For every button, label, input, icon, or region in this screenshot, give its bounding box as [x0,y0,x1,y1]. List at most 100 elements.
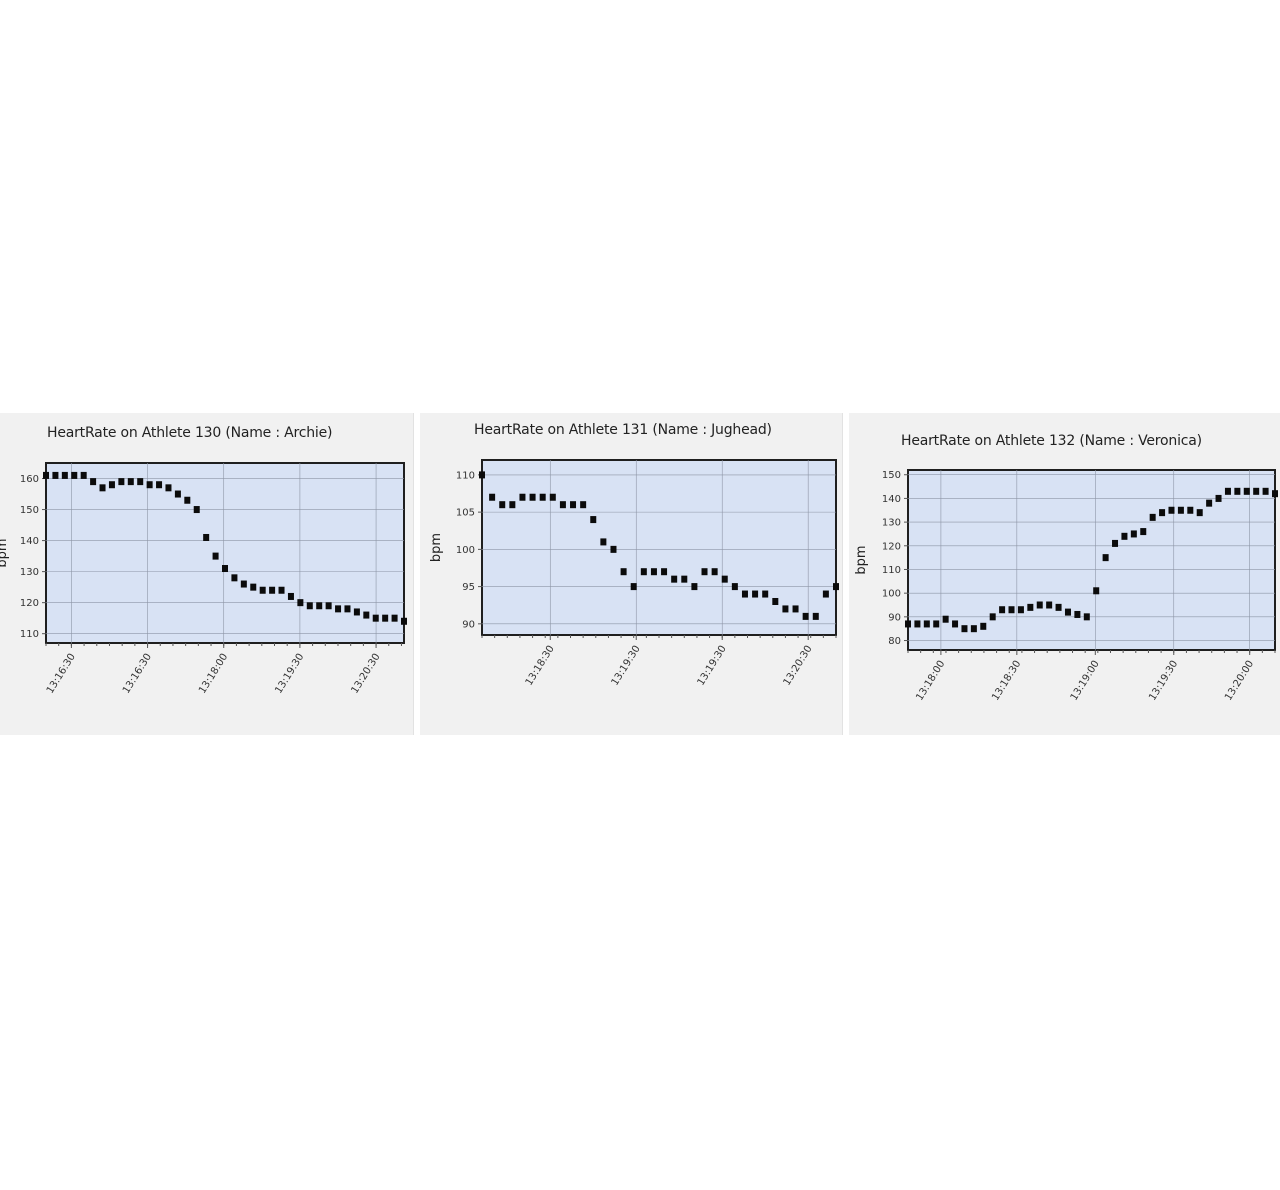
data-point [184,496,191,504]
data-point [661,568,668,576]
data-point [156,481,163,489]
data-point [980,622,987,630]
data-point [1074,610,1081,618]
data-point [1206,499,1213,507]
data-point [1083,613,1090,621]
data-point [1008,606,1015,614]
data-point [353,608,360,616]
x-tick-label: 13:19:30 [610,644,643,688]
x-tick-label: 13:20:30 [782,644,815,688]
x-tick-label: 13:18:00 [914,659,947,703]
data-point [146,481,153,489]
heart-rate-chart-jughead: 90 95 100 105 110 13:18:30 13:19:30 13:19:30 13:… [429,459,839,688]
plot-area [907,469,1276,651]
data-point [999,606,1006,614]
data-point [316,602,323,610]
data-point [165,484,172,492]
data-point [1121,532,1128,540]
data-point [681,575,688,583]
data-point [762,590,769,598]
chart-title: HeartRate on Athlete 130 (Name : Archie) [47,425,333,441]
data-point [344,605,351,613]
data-point [1187,506,1194,514]
data-point [325,602,332,610]
data-point [287,592,294,600]
y-tick-label: 105 [456,508,475,519]
data-point [306,602,313,610]
heart-rate-chart-veronica: 80 90 100 110 120 130 140 150 13:18:00 13:18:30 13… [854,469,1278,703]
data-point [691,583,698,591]
data-point [118,478,125,486]
data-point [989,613,996,621]
y-tick-label: 120 [20,598,39,609]
data-point [952,620,959,628]
data-point [539,493,546,501]
data-point [231,574,238,582]
data-point [401,617,407,625]
data-point [212,552,219,560]
data-point [590,516,597,524]
data-point [250,583,257,591]
data-point [1253,487,1260,495]
data-point [752,590,759,598]
data-point [269,586,276,594]
data-point [479,471,485,479]
x-tick-label: 13:18:30 [990,659,1023,703]
chart-title: HeartRate on Athlete 132 (Name : Veronic… [901,433,1202,449]
data-point [802,612,809,620]
x-tick-label: 13:19:00 [1069,659,1102,703]
data-point [297,599,304,607]
data-point [509,501,516,509]
chart-panel-veronica: HeartRate on Athlete 132 (Name : Veronic… [849,413,1280,735]
data-point [519,493,526,501]
data-point [222,565,228,573]
data-point [1272,490,1278,498]
y-tick-label: 80 [888,636,901,647]
data-point [741,590,748,598]
y-tick-label: 140 [20,536,39,547]
data-point [382,614,389,622]
y-tick-label: 130 [20,567,39,578]
y-axis-title: bpm [429,533,444,562]
data-point [489,493,496,501]
data-point [1130,530,1137,538]
data-point [137,478,144,486]
data-point [1036,601,1043,609]
data-point [711,568,718,576]
data-point [701,568,708,576]
data-point [822,590,829,598]
data-point [570,501,577,509]
data-point [833,583,839,591]
data-point [961,625,968,633]
data-point [372,614,379,622]
data-point [174,490,181,498]
data-point [923,620,930,628]
y-tick-label: 150 [882,470,901,481]
x-tick-label: 13:20:00 [1223,659,1256,703]
data-point [559,501,566,509]
data-point [772,597,779,605]
y-tick-label: 90 [888,612,901,623]
x-tick-label: 13:16:30 [121,652,154,696]
data-point [127,478,134,486]
plot-area [45,462,405,644]
data-point [108,481,115,489]
y-tick-label: 120 [882,541,901,552]
y-tick-label: 160 [20,474,39,485]
data-point [620,568,627,576]
y-tick-label: 110 [456,470,475,481]
data-point [1017,606,1024,614]
data-point [193,506,200,514]
data-point [1149,513,1156,521]
x-tick-label: 13:19:30 [1147,659,1180,703]
data-point [240,580,247,588]
y-tick-label: 100 [882,589,901,600]
data-point [80,471,87,479]
y-axis-title: bpm [0,538,10,567]
data-point [914,620,921,628]
y-tick-label: 130 [882,518,901,529]
y-tick-label: 90 [462,619,475,630]
y-tick-label: 110 [882,565,901,576]
data-point [1102,554,1109,562]
y-tick-label: 95 [462,582,475,593]
